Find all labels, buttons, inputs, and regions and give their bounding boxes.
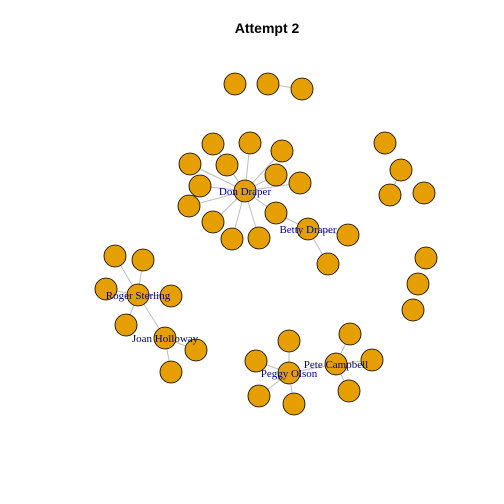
node-g5 [114,313,138,337]
node-g4 [159,284,183,308]
label-joan: Joan Holloway [132,333,199,345]
node-e3 [337,379,361,403]
plot-title: Attempt 2 [234,20,300,36]
node-e1 [338,322,362,346]
node-j2 [159,360,183,384]
node-e2 [360,348,384,372]
node-peggy [277,361,301,385]
node-d13 [264,201,288,225]
node-d8 [188,174,212,198]
labels-layer: Don Draper Betty Draper Roger Sterling Joan… [106,186,368,380]
node-don [233,179,257,203]
node-d2 [238,131,262,155]
node-betty [296,217,320,241]
node-b1 [336,223,360,247]
node-v2 [406,272,430,296]
node-r3 [378,183,402,207]
node-g1 [103,244,127,268]
node-b2 [316,252,340,276]
node-d9 [177,194,201,218]
node-d5 [215,153,239,177]
node-p3 [247,384,271,408]
node-r4 [412,181,436,205]
nodes-layer [94,72,438,416]
node-g2 [131,248,155,272]
node-t3 [290,77,314,101]
node-p2 [244,349,268,373]
label-roger: Roger Sterling [106,290,171,302]
node-t1 [223,72,247,96]
node-r2 [389,158,413,182]
node-j1 [184,338,208,362]
node-r1 [373,131,397,155]
label-pete: Pete Campbell [304,359,368,371]
node-d11 [220,227,244,251]
node-d10 [201,210,225,234]
node-t2 [256,72,280,96]
node-d7 [288,171,312,195]
label-betty: Betty Draper [279,224,336,236]
label-peggy: Peggy Olson [261,368,318,380]
node-p1 [277,329,301,353]
label-don: Don Draper [219,186,272,198]
node-g3 [94,277,118,301]
node-p4 [282,392,306,416]
node-v3 [401,298,425,322]
node-roger [126,283,150,307]
node-v1 [414,246,438,270]
node-d1 [201,132,225,156]
node-joan [153,326,177,350]
node-d4 [178,152,202,176]
node-d12 [247,226,271,250]
node-d3 [270,139,294,163]
node-pete [324,352,348,376]
node-d6 [264,163,288,187]
